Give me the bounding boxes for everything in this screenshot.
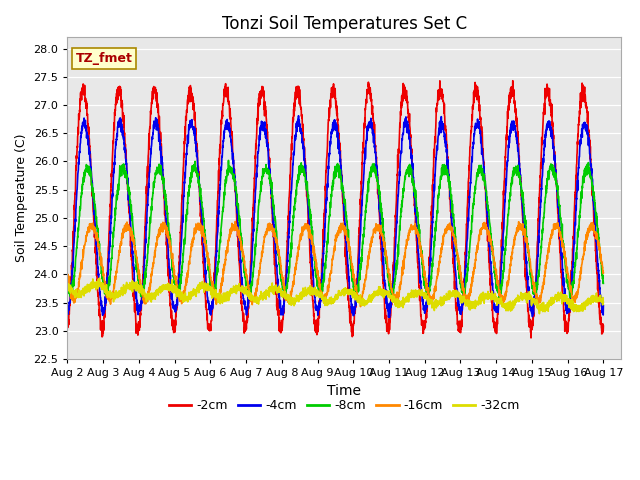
-4cm [600,303,607,309]
-8cm [600,280,607,286]
-8cm [532,287,540,292]
-32cm [536,311,543,317]
-32cm [292,295,300,301]
-2cm [292,84,300,90]
-8cm [292,192,300,198]
Line: -32cm: -32cm [67,278,604,314]
-2cm [509,78,516,84]
-8cm [125,189,132,195]
-16cm [232,218,239,224]
Line: -8cm: -8cm [67,160,604,300]
-4cm [125,192,132,198]
Legend: -2cm, -4cm, -8cm, -16cm, -32cm: -2cm, -4cm, -8cm, -16cm, -32cm [164,394,525,417]
-32cm [63,287,71,293]
-4cm [589,198,597,204]
-2cm [527,335,535,341]
-16cm [125,223,132,228]
-16cm [532,290,540,296]
-16cm [157,227,164,232]
-2cm [157,139,164,144]
-16cm [589,225,597,231]
-32cm [531,300,539,306]
-16cm [600,270,607,276]
-4cm [292,123,300,129]
Line: -2cm: -2cm [67,81,604,338]
Line: -16cm: -16cm [67,221,604,307]
-32cm [157,290,164,296]
-4cm [532,283,540,288]
-32cm [600,300,607,305]
-16cm [292,260,300,266]
-8cm [157,167,164,173]
-4cm [269,213,277,219]
-16cm [356,304,364,310]
-32cm [589,300,597,305]
-4cm [294,113,302,119]
-32cm [269,290,277,296]
-4cm [63,303,71,309]
-32cm [125,283,132,288]
-8cm [269,197,277,203]
-2cm [532,286,540,292]
-16cm [269,228,277,234]
Y-axis label: Soil Temperature (C): Soil Temperature (C) [15,134,28,263]
-2cm [589,199,597,205]
X-axis label: Time: Time [327,384,362,397]
Text: TZ_fmet: TZ_fmet [76,52,132,65]
-2cm [63,317,71,323]
-8cm [589,188,597,193]
-16cm [63,271,71,277]
Title: Tonzi Soil Temperatures Set C: Tonzi Soil Temperatures Set C [222,15,467,33]
-2cm [125,203,132,209]
-8cm [63,283,71,289]
Line: -4cm: -4cm [67,116,604,317]
-2cm [269,224,277,230]
-2cm [600,323,607,329]
-32cm [95,275,103,281]
-8cm [225,157,232,163]
-8cm [495,298,503,303]
-4cm [386,314,394,320]
-4cm [157,147,164,153]
